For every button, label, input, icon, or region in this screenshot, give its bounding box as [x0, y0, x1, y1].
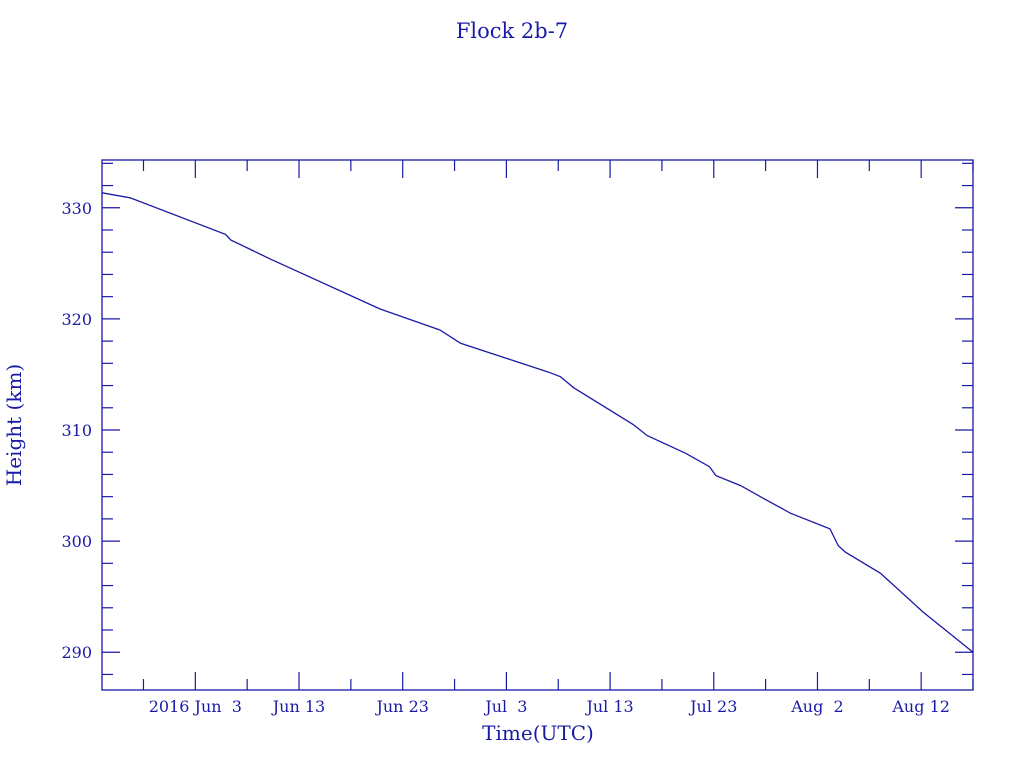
chart-title: Flock 2b-7	[456, 19, 568, 43]
axis-ticks	[102, 160, 974, 690]
x-tick-label: Jul 13	[584, 697, 633, 716]
x-tick-label: Jun 13	[271, 697, 325, 716]
y-tick-label: 310	[61, 421, 92, 440]
y-axis-label: Height (km)	[2, 364, 26, 486]
x-tick-label: 2016 Jun 3	[149, 697, 242, 716]
plot-frame	[101, 159, 974, 691]
series-line	[101, 192, 974, 653]
y-tick-label: 290	[61, 643, 92, 662]
tick-labels: 2016 Jun 3 Jun 13 Jun 23 Jul 3 Jul 13 Jul 23 A…	[61, 199, 949, 716]
x-axis-label: Time(UTC)	[482, 721, 594, 745]
x-tick-label: Jun 23	[374, 697, 428, 716]
y-tick-label: 320	[61, 310, 92, 329]
x-tick-label: Jul 23	[688, 697, 737, 716]
x-tick-label: Aug 12	[891, 697, 950, 716]
x-tick-label: Aug 2	[790, 697, 843, 716]
y-tick-label: 300	[61, 532, 92, 551]
y-tick-label: 330	[61, 199, 92, 218]
x-tick-label: Jul 3	[483, 697, 527, 716]
